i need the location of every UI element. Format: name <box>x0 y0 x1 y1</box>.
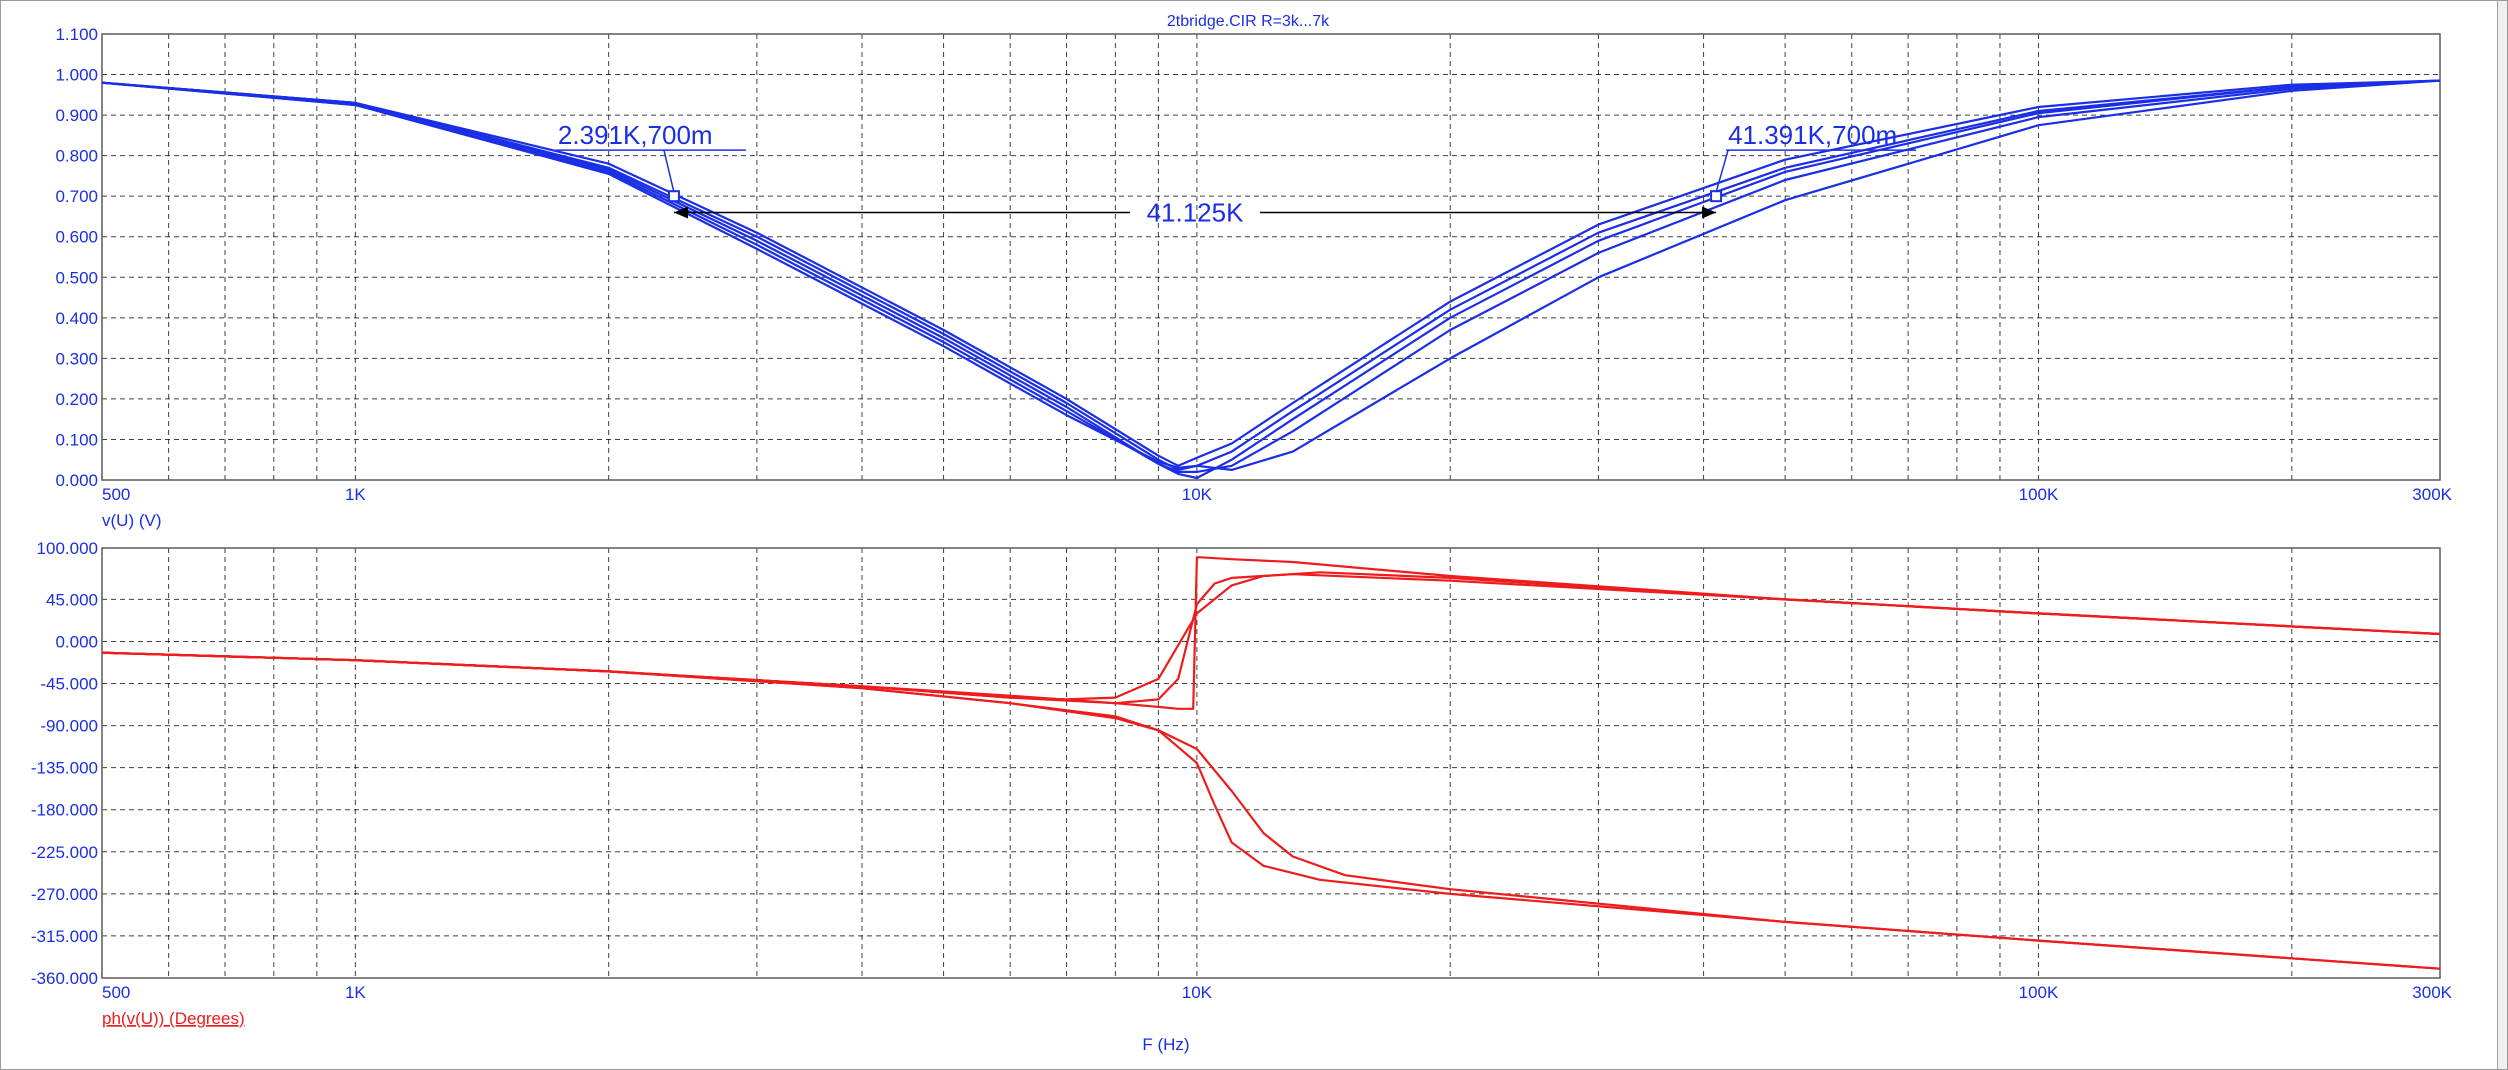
chart-title: 2tbridge.CIR R=3k...7k <box>1167 13 1330 30</box>
phase-x-tick-label: 500 <box>102 983 130 1002</box>
phase-x-tick-label: 300K <box>2412 983 2452 1002</box>
magnitude-series-line-1 <box>101 79 2441 467</box>
magnitude-y-tick-label: 0.100 <box>55 430 98 449</box>
magnitude-y-tick-label: 0.900 <box>55 106 98 125</box>
cursor-marker <box>667 190 680 203</box>
magnitude-y-tick-label: 0.700 <box>55 187 98 206</box>
x-axis-label: F (Hz) <box>1142 1035 1189 1054</box>
phase-y-tick-label: -360.000 <box>31 969 98 988</box>
phase-series-line-5 <box>101 651 2441 970</box>
phase-y-tick-label: -135.000 <box>31 759 98 778</box>
phase-x-tick-label: 100K <box>2019 983 2059 1002</box>
magnitude-y-tick-label: 1.000 <box>55 66 98 85</box>
phase-y-tick-label: -45.000 <box>40 675 98 694</box>
delta-arrow-head <box>1702 206 1717 219</box>
phase-y-tick-label: -225.000 <box>31 843 98 862</box>
magnitude-y-axis-label: v(U) (V) <box>102 511 161 530</box>
magnitude-frame <box>101 33 2441 481</box>
phase-y-tick-label: -180.000 <box>31 801 98 820</box>
magnitude-y-tick-label: 1.100 <box>55 25 98 44</box>
magnitude-y-tick-label: 0.400 <box>55 309 98 328</box>
magnitude-x-tick-label: 100K <box>2019 485 2059 504</box>
phase-y-axis-label[interactable]: ph(v(U)) (Degrees) <box>102 1009 245 1028</box>
phase-y-tick-label: 45.000 <box>46 590 98 609</box>
phase-y-tick-label: 100.000 <box>37 539 98 558</box>
magnitude-x-tick-label: 10K <box>1182 485 1213 504</box>
phase-frame <box>101 547 2441 979</box>
magnitude-y-tick-label: 0.600 <box>55 228 98 247</box>
cursor-marker <box>1710 190 1723 203</box>
magnitude-series-line-5 <box>101 79 2441 471</box>
phase-y-tick-label: 0.000 <box>55 632 98 651</box>
magnitude-x-tick-label: 300K <box>2412 485 2452 504</box>
delta-label: 41.125K <box>1147 197 1245 227</box>
phase-y-tick-label: -90.000 <box>40 717 98 736</box>
delta-arrow-head <box>673 206 688 219</box>
cursor-leader-line <box>1715 149 1729 193</box>
window-edge <box>2497 0 2508 1070</box>
magnitude-series-line-4 <box>101 79 2441 473</box>
phase-y-tick-label: -315.000 <box>31 927 98 946</box>
phase-panel: 100.000 45.000 0.000 -45.000 -90.000 -135.000… <box>31 539 2453 1002</box>
phase-x-tick-label: 10K <box>1182 983 1213 1002</box>
magnitude-series-line-3 <box>101 79 2441 480</box>
magnitude-y-tick-label: 0.200 <box>55 390 98 409</box>
magnitude-x-tick-label: 1K <box>345 485 366 504</box>
phase-y-tick-label: -270.000 <box>31 885 98 904</box>
cursor-label: 2.391K,700m <box>558 120 713 150</box>
magnitude-y-tick-label: 0.300 <box>55 349 98 368</box>
cursor-label: 41.391K,700m <box>1728 120 1897 150</box>
cursor-leader-line <box>663 150 675 193</box>
magnitude-x-tick-label: 500 <box>102 485 130 504</box>
magnitude-y-tick-label: 0.500 <box>55 268 98 287</box>
magnitude-panel: 0.000 0.100 0.200 0.300 0.400 0.500 0.600 0.700… <box>55 25 2452 504</box>
magnitude-y-tick-label: 0.000 <box>55 471 98 490</box>
phase-x-tick-label: 1K <box>345 983 366 1002</box>
magnitude-y-tick-label: 0.800 <box>55 147 98 166</box>
